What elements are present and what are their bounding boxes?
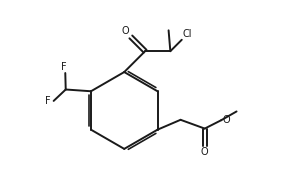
Text: O: O: [201, 147, 209, 157]
Text: Cl: Cl: [183, 29, 192, 39]
Text: O: O: [222, 114, 230, 125]
Text: F: F: [61, 62, 67, 72]
Text: O: O: [122, 26, 130, 36]
Text: F: F: [46, 96, 51, 106]
